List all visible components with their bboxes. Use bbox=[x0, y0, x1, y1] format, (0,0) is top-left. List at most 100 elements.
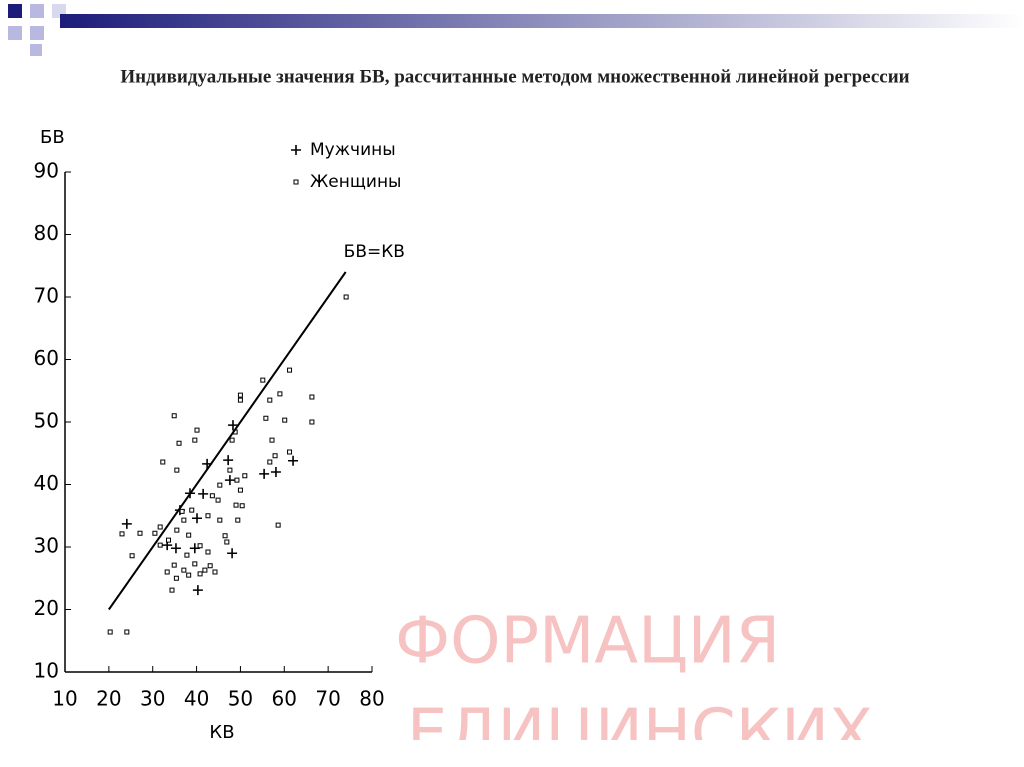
point bbox=[269, 437, 275, 443]
point bbox=[217, 517, 223, 523]
point bbox=[277, 391, 283, 397]
point bbox=[272, 453, 278, 459]
point bbox=[119, 531, 125, 537]
point bbox=[198, 488, 209, 499]
y-tick-label: 90 bbox=[34, 159, 59, 183]
point bbox=[212, 569, 218, 575]
point bbox=[242, 473, 248, 479]
point bbox=[186, 532, 192, 538]
point bbox=[205, 549, 211, 555]
point bbox=[224, 475, 235, 486]
point bbox=[176, 440, 182, 446]
x-tick-label: 40 bbox=[184, 687, 209, 711]
point bbox=[270, 467, 281, 477]
point bbox=[174, 527, 180, 533]
point bbox=[227, 548, 238, 559]
point bbox=[137, 530, 143, 536]
point bbox=[184, 552, 190, 558]
point bbox=[309, 394, 315, 400]
y-tick-label: 70 bbox=[34, 284, 59, 308]
point bbox=[260, 377, 266, 383]
legend-marker bbox=[291, 145, 301, 155]
point bbox=[239, 503, 245, 509]
watermark-text: ФОРМАЦИЯ bbox=[395, 605, 780, 679]
point bbox=[282, 417, 288, 423]
point bbox=[171, 413, 177, 419]
point bbox=[166, 537, 172, 543]
point bbox=[107, 629, 113, 635]
point bbox=[227, 467, 233, 473]
point bbox=[171, 562, 177, 568]
point bbox=[181, 567, 187, 573]
point bbox=[223, 455, 234, 466]
point bbox=[275, 522, 281, 528]
x-tick-label: 70 bbox=[315, 687, 340, 711]
point bbox=[259, 468, 270, 479]
point bbox=[237, 392, 243, 398]
header-bar bbox=[60, 14, 1024, 28]
point bbox=[157, 524, 163, 530]
slide-title: Индивидуальные значения БВ, рассчитанные… bbox=[120, 66, 909, 87]
legend-label: Женщины bbox=[310, 172, 401, 192]
y-tick-label: 20 bbox=[34, 596, 59, 620]
point bbox=[192, 561, 198, 567]
point bbox=[237, 487, 243, 493]
y-tick-label: 30 bbox=[34, 534, 59, 558]
x-tick-label: 50 bbox=[228, 687, 253, 711]
chart: 10 20 30 40 50 60 70 80 90 10 20 30 40 50 60 70 80 БВ КВ Му… bbox=[34, 127, 405, 743]
point bbox=[202, 567, 208, 573]
point bbox=[235, 517, 241, 523]
point bbox=[233, 502, 239, 508]
point bbox=[197, 571, 203, 577]
line-label: БВ=КВ bbox=[344, 242, 405, 262]
x-tick-label: 60 bbox=[272, 687, 297, 711]
point bbox=[288, 455, 299, 466]
point bbox=[229, 437, 235, 443]
y-tick-label: 40 bbox=[34, 471, 59, 495]
x-axis-label: КВ bbox=[209, 722, 234, 743]
point bbox=[287, 367, 293, 373]
point bbox=[267, 397, 273, 403]
point bbox=[217, 482, 223, 488]
point bbox=[267, 459, 273, 465]
point bbox=[192, 585, 203, 596]
watermark-text: ЕДИЦИНСКИХ bbox=[407, 697, 873, 767]
x-tick-label: 10 bbox=[52, 687, 77, 711]
point bbox=[179, 508, 185, 514]
point bbox=[186, 572, 192, 578]
y-tick-label: 10 bbox=[34, 659, 59, 683]
point bbox=[129, 553, 135, 559]
point bbox=[194, 427, 200, 433]
watermark: ФОРМАЦИЯ ЕДИЦИНСКИХ bbox=[395, 605, 873, 767]
x-tick-label: 20 bbox=[96, 687, 121, 711]
point bbox=[170, 543, 181, 554]
point bbox=[181, 517, 187, 523]
point bbox=[343, 294, 349, 300]
point bbox=[160, 459, 166, 465]
point bbox=[205, 513, 211, 519]
point bbox=[152, 530, 158, 536]
point bbox=[192, 437, 198, 443]
point bbox=[121, 518, 132, 529]
point bbox=[209, 493, 215, 499]
y-tick-label: 50 bbox=[34, 409, 59, 433]
point bbox=[224, 539, 230, 545]
legend-marker bbox=[293, 179, 299, 185]
point bbox=[124, 629, 130, 635]
point bbox=[227, 420, 238, 431]
point bbox=[197, 543, 203, 549]
point bbox=[174, 467, 180, 473]
x-tick-label: 30 bbox=[140, 687, 165, 711]
point bbox=[157, 542, 163, 548]
point bbox=[173, 575, 179, 581]
legend-label: Мужчины bbox=[310, 140, 396, 160]
x-tick-label: 80 bbox=[359, 687, 384, 711]
point bbox=[309, 419, 315, 425]
point bbox=[237, 397, 243, 403]
reference-line bbox=[108, 271, 347, 611]
point bbox=[263, 415, 269, 421]
y-axis-label: БВ bbox=[40, 127, 65, 148]
point bbox=[207, 563, 213, 569]
